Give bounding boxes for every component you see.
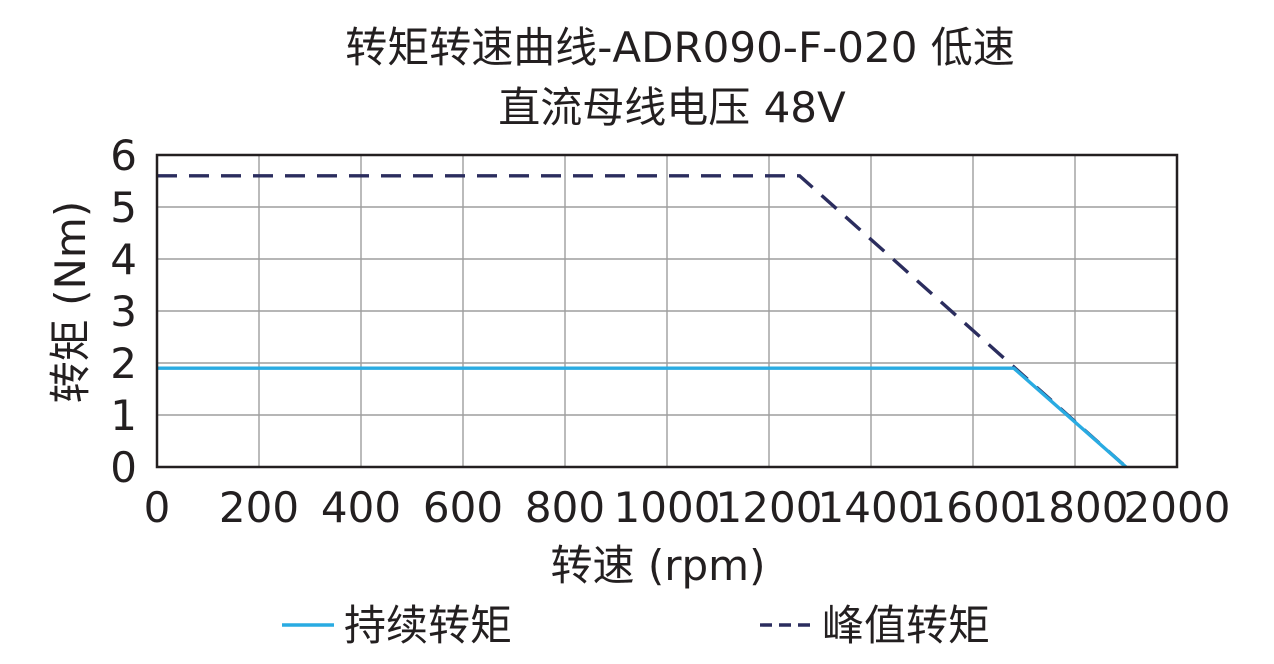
x-tick-label: 1400 xyxy=(818,483,925,532)
x-axis-label: 转速 (rpm) xyxy=(551,541,766,590)
x-tick-label: 0 xyxy=(144,483,171,532)
x-tick-label: 1800 xyxy=(1022,483,1129,532)
x-tick-label: 2000 xyxy=(1124,483,1231,532)
y-tick-label: 2 xyxy=(110,339,137,388)
y-tick-label: 0 xyxy=(110,443,137,492)
y-tick-label: 6 xyxy=(110,131,137,180)
series-line-continuous-torque xyxy=(157,366,1128,469)
legend-label: 持续转矩 xyxy=(344,601,512,650)
x-tick-label: 1000 xyxy=(614,483,721,532)
legend: 持续转矩 峰值转矩 xyxy=(282,601,990,650)
x-tick-label: 1200 xyxy=(716,483,823,532)
series-lines xyxy=(157,174,1128,469)
legend-label: 峰值转矩 xyxy=(822,601,990,650)
grid xyxy=(156,154,1178,468)
series-line-peak-torque xyxy=(157,174,1128,469)
y-tick-label: 4 xyxy=(110,235,137,284)
chart-title-line-1: 转矩转速曲线-ADR090-F-020 低速 xyxy=(345,23,1015,72)
y-tick-label: 5 xyxy=(110,183,137,232)
plot-frame xyxy=(155,153,1179,469)
y-tick-label: 1 xyxy=(110,391,137,440)
x-tick-label: 800 xyxy=(525,483,605,532)
chart-title-line-2: 直流母线电压 48V xyxy=(498,83,846,132)
x-tick-label: 600 xyxy=(423,483,503,532)
x-tick-label: 1600 xyxy=(920,483,1027,532)
y-axis-label: 转矩 (Nm) xyxy=(46,201,95,403)
x-tick-label: 400 xyxy=(321,483,401,532)
y-tick-label: 3 xyxy=(110,287,137,336)
x-tick-label: 200 xyxy=(219,483,299,532)
